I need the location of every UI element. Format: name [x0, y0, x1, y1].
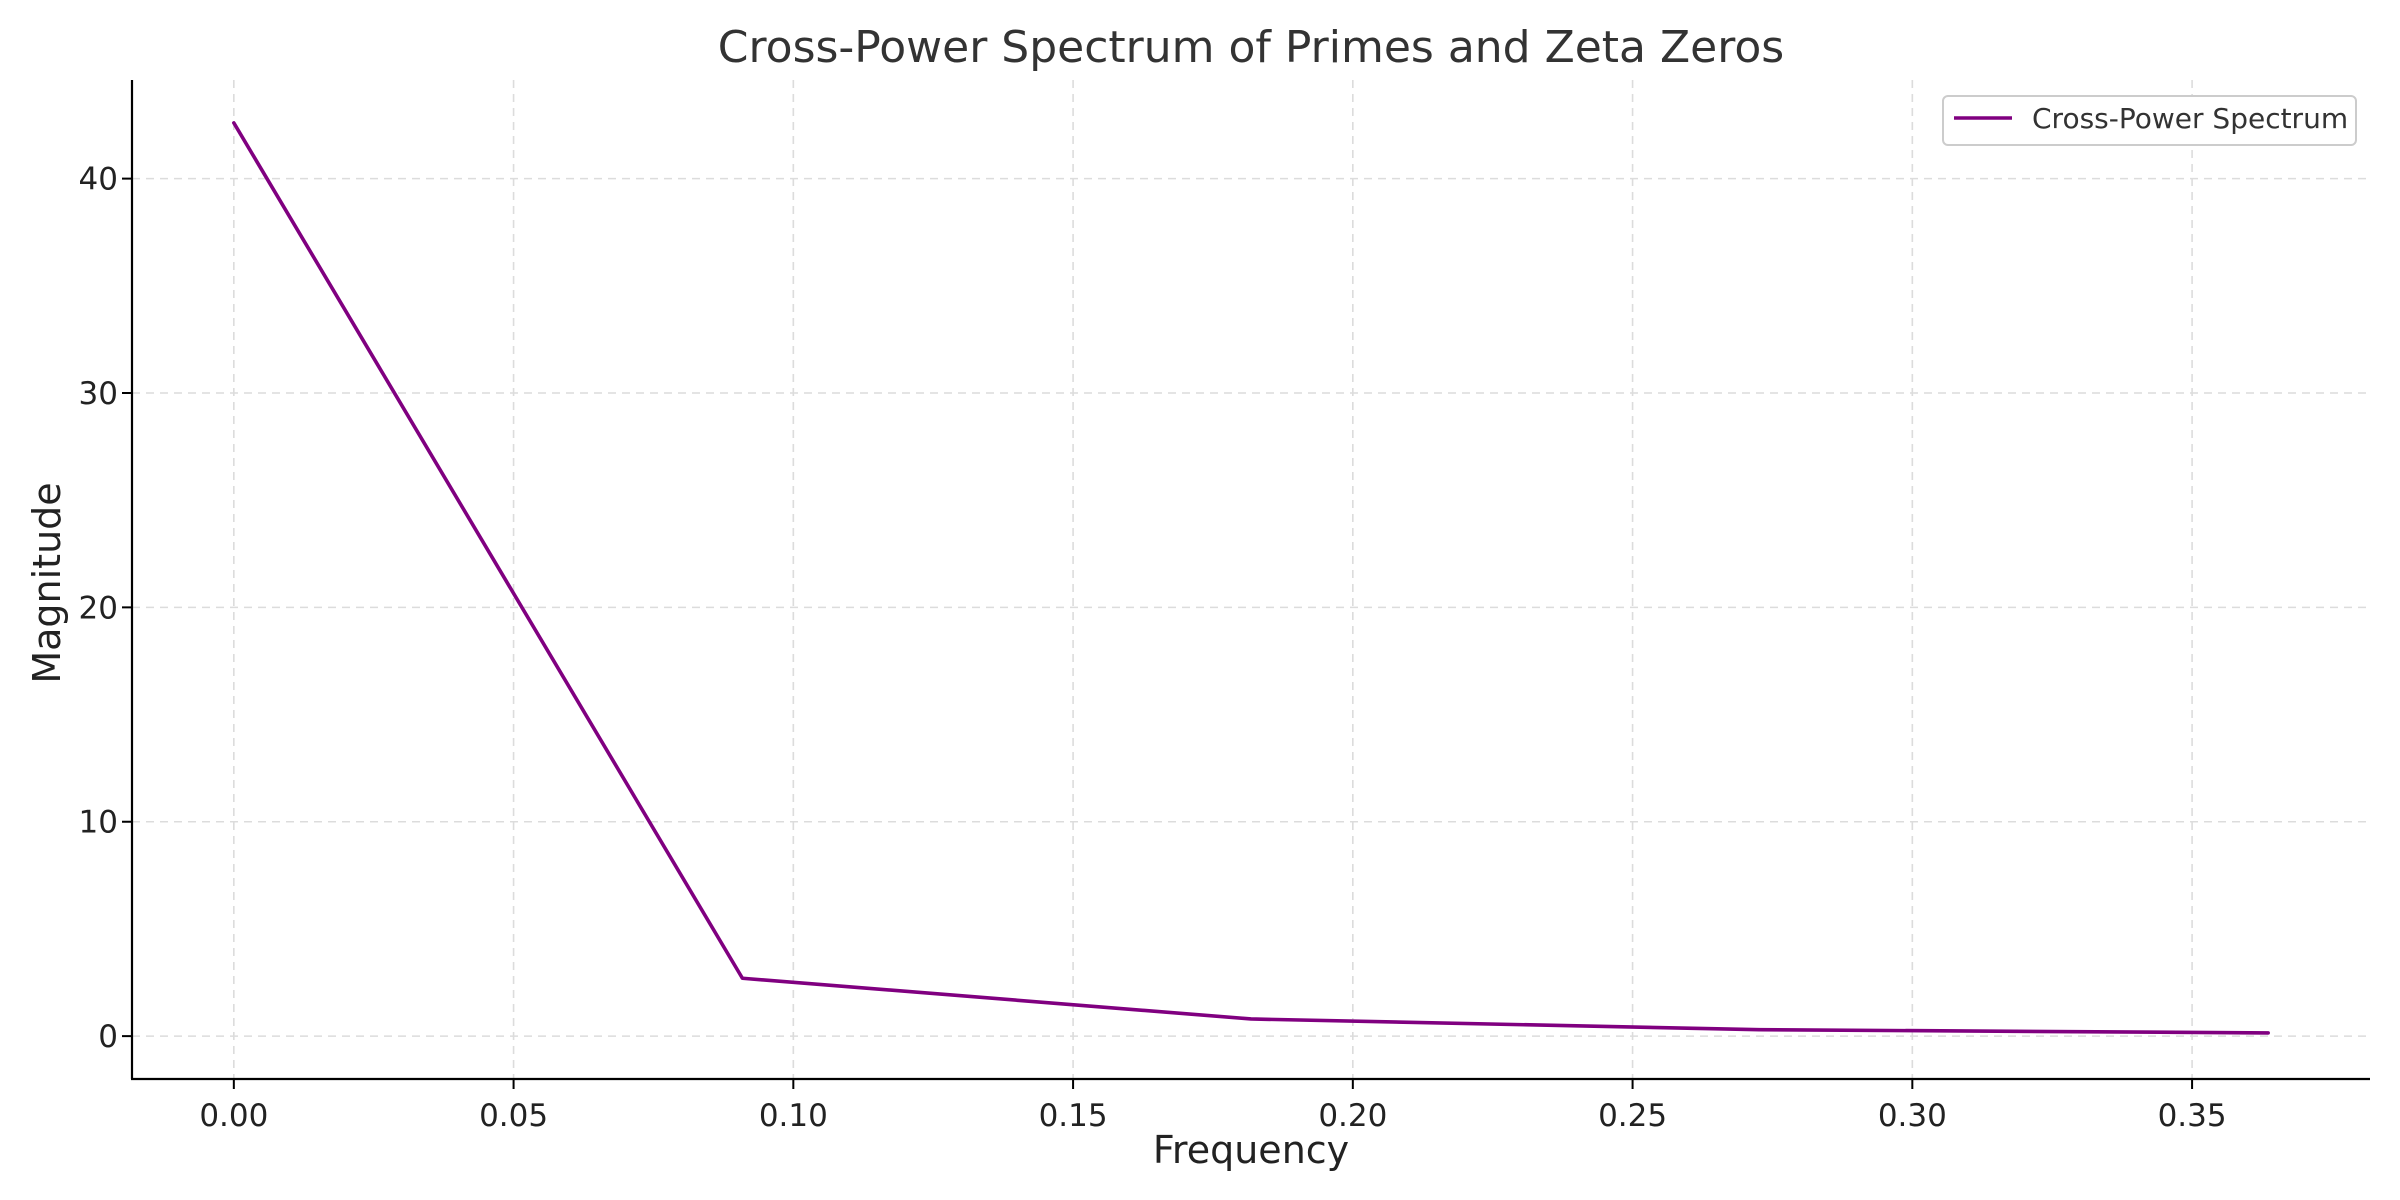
y-tick-label: 40 — [79, 162, 118, 198]
x-ticks: 0.00 0.05 0.10 0.15 0.20 0.25 0.30 0.35 — [199, 1079, 2227, 1134]
x-tick-label: 0.35 — [2158, 1098, 2227, 1134]
x-axis-label: Frequency — [1153, 1128, 1349, 1172]
y-axis-label: Magnitude — [25, 482, 69, 683]
y-tick-label: 20 — [79, 590, 118, 626]
x-tick-label: 0.00 — [199, 1098, 268, 1134]
legend-box — [1942, 95, 2357, 146]
y-tick-label: 30 — [79, 376, 118, 412]
plot-area — [232, 121, 2270, 1035]
y-ticks: 0 10 20 30 40 — [79, 162, 132, 1055]
legend: Cross-Power Spectrum — [1942, 95, 2357, 146]
x-tick-label: 0.25 — [1598, 1098, 1667, 1134]
x-tick-label: 0.05 — [479, 1098, 548, 1134]
x-tick-label: 0.20 — [1318, 1098, 1387, 1134]
y-tick-label: 0 — [98, 1019, 118, 1055]
legend-label: Cross-Power Spectrum — [2032, 102, 2348, 135]
series-line — [232, 121, 2270, 1035]
x-tick-label: 0.15 — [1039, 1098, 1108, 1134]
y-tick-label: 10 — [79, 805, 118, 841]
axes — [130, 80, 2370, 1081]
x-tick-label: 0.30 — [1878, 1098, 1947, 1134]
x-tick-label: 0.10 — [759, 1098, 828, 1134]
chart-title: Cross-Power Spectrum of Primes and Zeta … — [718, 22, 1784, 73]
grid — [132, 80, 2370, 1079]
